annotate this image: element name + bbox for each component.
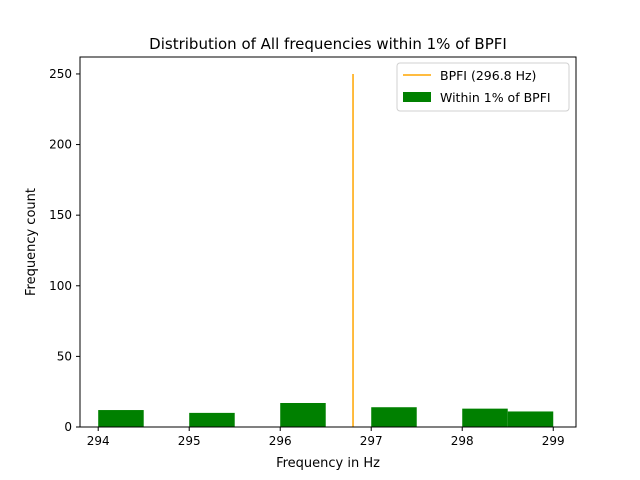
x-tick-label: 295 [178, 434, 201, 448]
histogram-bar [371, 407, 417, 427]
histogram-bar [189, 412, 235, 427]
x-tick-label: 297 [360, 434, 383, 448]
legend-within-label: Within 1% of BPFI [440, 90, 551, 105]
histogram-bar [507, 411, 554, 427]
x-tick-label: 294 [87, 434, 110, 448]
y-tick-label: 0 [64, 420, 72, 434]
legend-bpfi-label: BPFI (296.8 Hz) [440, 68, 536, 83]
histogram-bar [98, 410, 144, 427]
histogram-bar [462, 408, 508, 427]
y-tick-label: 50 [57, 349, 72, 363]
plot-frame [79, 56, 577, 428]
y-tick-label: 250 [49, 67, 72, 81]
x-tick-label: 298 [451, 434, 474, 448]
histogram-bar [280, 402, 326, 427]
y-tick-label: 200 [49, 138, 72, 152]
x-tick-label: 299 [542, 434, 565, 448]
legend: BPFI (296.8 Hz) Within 1% of BPFI [396, 62, 570, 112]
legend-box [396, 62, 570, 112]
y-axis-label: Frequency count [24, 188, 39, 296]
y-tick-label: 100 [49, 279, 72, 293]
legend-within-swatch [403, 92, 431, 102]
y-tick-label: 150 [49, 208, 72, 222]
x-tick-label: 296 [269, 434, 292, 448]
x-axis-label: Frequency in Hz [276, 456, 380, 471]
chart-title: Distribution of All frequencies within 1… [149, 35, 507, 53]
